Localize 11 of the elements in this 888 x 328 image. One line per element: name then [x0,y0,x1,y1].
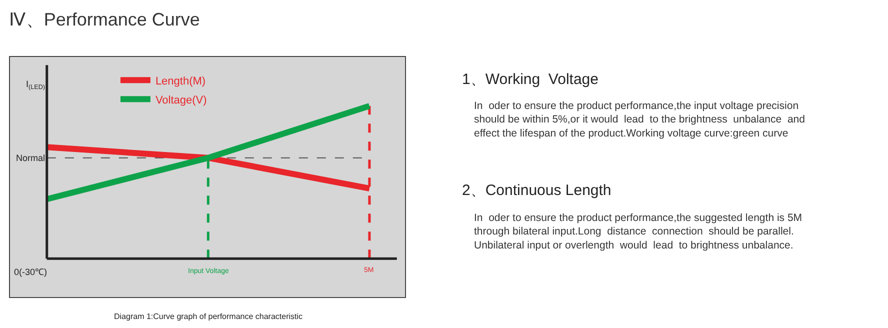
legend-label: Voltage(V) [155,94,207,106]
text: In oder to ensure the product performance,the suggested length is 5M through bilateral input.Long distance connection should be parallel. Unbilateral input or overlength would lead to brightness unbalance. [474,212,802,252]
text: 2、Continuous Length [462,182,612,199]
text: Diagram 1:Curve graph of performance characteristic [114,312,303,321]
text: 1、Working Voltage [462,71,598,88]
ref-line-label: Normal [16,153,46,163]
x-tick-label: 0(-30℃) [14,267,48,277]
legend-label: Length(M) [155,75,206,88]
y-axis-title: I$_{(LED)}$ [26,79,45,91]
text: In oder to ensure the product performance,the input voltage precision should be within 5%,or it would lead to the brightness unbalance and effect the lifespan of the product.Working voltage curve:green curve [474,100,806,140]
chart-title: Ⅳ、Performance Curve [8,10,200,30]
